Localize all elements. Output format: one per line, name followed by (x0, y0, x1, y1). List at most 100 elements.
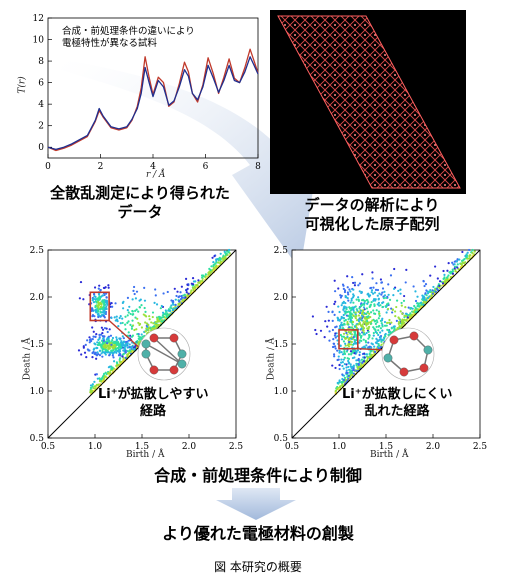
pd-left-point (97, 315, 100, 319)
pd-right-point (404, 312, 408, 315)
tr-caption: 全散乱測定により得られた データ (40, 184, 240, 222)
pd-right-point (353, 311, 356, 314)
pd-left-point (94, 343, 97, 346)
pd-left-point (104, 299, 107, 302)
pd-right-point (346, 286, 349, 289)
pd-left-point (204, 273, 207, 276)
pd-left-point (103, 376, 106, 380)
pd-left-point (97, 304, 100, 307)
pd-right-point (381, 287, 385, 290)
pd-left-point (102, 309, 105, 312)
pd-right-point (405, 314, 408, 318)
pd-left-point (122, 341, 125, 344)
pd-right-point (373, 291, 377, 294)
pd-left-point (105, 349, 108, 352)
pd-right-point (381, 305, 384, 309)
pd-right-point (353, 338, 356, 342)
pd-right-point (426, 296, 429, 300)
pd-left-point (201, 279, 204, 282)
pd-left-point (116, 349, 120, 352)
pd-left-point (117, 344, 120, 347)
pd-left-point (91, 383, 94, 386)
pd-right-point (361, 361, 364, 364)
pd-right-point (345, 306, 348, 309)
pd-right-point (351, 368, 355, 372)
pd-right-point (361, 273, 364, 276)
pd-left-point (102, 339, 105, 342)
pd-right-point (412, 311, 415, 314)
pd-left-point (193, 286, 197, 289)
pd-right-point (363, 317, 366, 320)
pd-right-point (372, 334, 375, 337)
pd-left-point (95, 300, 98, 304)
pd-left-point (222, 254, 225, 257)
pd-right-point (356, 349, 360, 352)
pd-right-point (392, 294, 395, 297)
pd-left-point (103, 326, 107, 330)
pd-left-point (97, 352, 100, 356)
pd-left-point (145, 322, 149, 325)
pd-right-point (376, 288, 380, 292)
pd-right-point (377, 310, 381, 313)
pd-right-point (346, 320, 349, 324)
pd-right-point (327, 310, 330, 313)
pd-right-point (347, 357, 351, 360)
pd-right-point (345, 331, 348, 335)
pd-left-point (212, 261, 215, 264)
pd-left-point (124, 345, 127, 348)
pd-right-point (348, 311, 351, 314)
pd-left-point (151, 311, 155, 314)
pd-right-point (364, 320, 367, 323)
pd-right-point (395, 305, 398, 309)
pd-left-point (135, 328, 138, 331)
pd-left-point (126, 296, 130, 299)
pd-left-point (97, 287, 100, 290)
pd-right-point (334, 300, 337, 303)
pd-left-point (140, 337, 143, 340)
pd-right-point (332, 353, 336, 356)
pd-right-point (341, 353, 345, 356)
pd-right-point (350, 353, 353, 356)
pd-right-point (354, 342, 358, 345)
pd-left-point (92, 386, 95, 390)
pd-right-point (372, 298, 376, 301)
pd-right-point (365, 353, 368, 356)
pd-right-point (371, 277, 374, 280)
pd-right-point (382, 301, 385, 304)
pd-left-ytick-label: 2.5 (30, 246, 45, 256)
pd-left-point (177, 295, 180, 299)
pd-left-point (129, 323, 132, 327)
pd-right-point (351, 323, 354, 326)
pd-left-point (126, 350, 129, 353)
pd-right-point (423, 284, 426, 288)
pd-right-point (345, 369, 348, 372)
pd-left-point (215, 261, 218, 264)
pd-right-point (358, 341, 361, 344)
pd-right-point (343, 310, 346, 313)
pd-right-point (339, 344, 342, 347)
atom-caption-line1: データの解析により (304, 196, 440, 214)
pd-right-point (400, 324, 403, 328)
pd-right-point (342, 379, 346, 382)
pd-right-point (350, 374, 353, 377)
pd-right-point (357, 296, 360, 299)
pd-left-point (114, 340, 117, 343)
pd-left-point (210, 265, 213, 268)
pd-right-point (347, 353, 351, 356)
pd-right-point (392, 325, 395, 328)
pd-left-point (126, 321, 129, 324)
pd-right-point (400, 304, 403, 307)
pd-right-point (352, 281, 355, 285)
pd-right-point (457, 268, 460, 271)
pd-left-point (114, 302, 117, 305)
pd-left-point (174, 298, 177, 301)
pd-right-point (348, 343, 351, 346)
pd-left-point (134, 309, 137, 312)
pd-left-point (96, 341, 99, 344)
pd-right-point (385, 321, 389, 324)
pd-left-point (119, 338, 122, 341)
pd-right-point (333, 290, 337, 293)
pd-left-point (98, 333, 101, 336)
pd-right-ring-atom (423, 345, 433, 355)
pd-left-point (100, 343, 103, 346)
